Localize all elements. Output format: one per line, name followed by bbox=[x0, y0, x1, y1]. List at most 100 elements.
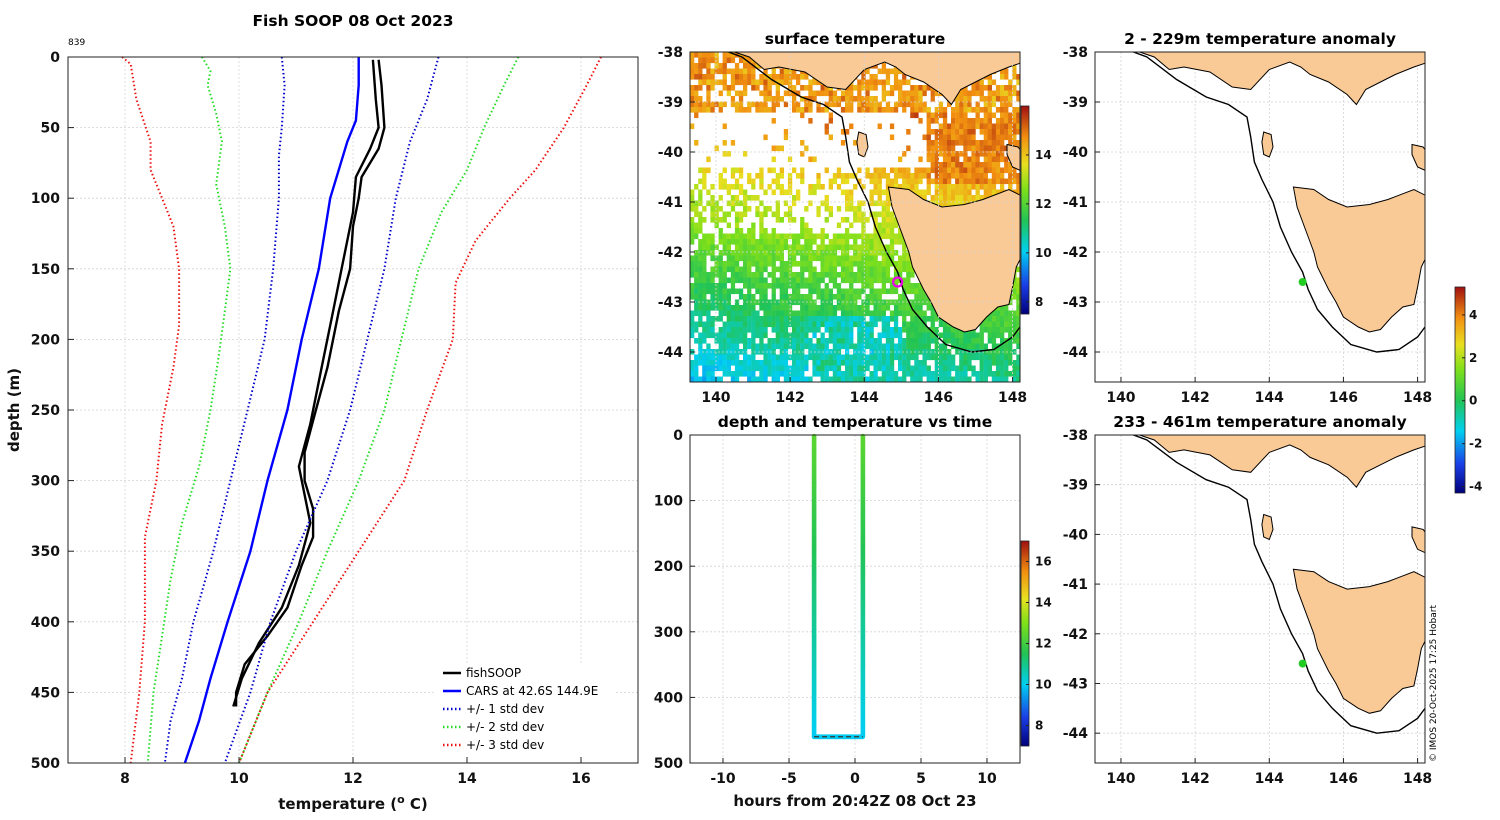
map-lon-tick: 140 bbox=[1106, 390, 1135, 406]
profile-legend: fishSOOP CARS at 42.6S 144.9E +/- 1 std de… bbox=[436, 664, 616, 756]
profile-series-line bbox=[234, 59, 386, 707]
map-lat-tick: -41 bbox=[1063, 195, 1088, 211]
depth-time-colorbar-tick: 10 bbox=[1035, 678, 1052, 692]
island-land bbox=[1411, 526, 1425, 554]
profile-y-tick: 0 bbox=[50, 50, 60, 66]
profile-title: Fish SOOP 08 Oct 2023 bbox=[252, 12, 453, 30]
map-lon-tick: 146 bbox=[1329, 390, 1358, 406]
depth-time-x-tick: 0 bbox=[850, 771, 860, 787]
anomaly-colorbar-tick: 0 bbox=[1469, 394, 1477, 408]
depth-time-y-tick: 400 bbox=[654, 690, 683, 706]
map-lat-tick: -40 bbox=[1063, 527, 1089, 543]
map-lon-tick: 140 bbox=[701, 390, 730, 406]
shelf-contour bbox=[1131, 52, 1425, 353]
island-land bbox=[1261, 131, 1274, 158]
profile-series-line bbox=[121, 56, 181, 764]
map-lon-tick: 142 bbox=[775, 390, 804, 406]
profile-x-tick: 14 bbox=[457, 771, 477, 787]
map-lon-tick: 146 bbox=[924, 390, 953, 406]
map-lat-tick: -41 bbox=[1063, 577, 1088, 593]
map-lat-tick: -43 bbox=[658, 295, 683, 311]
anomaly-colorbar-tick: 4 bbox=[1469, 308, 1477, 322]
depth-time-x-tick: -5 bbox=[781, 771, 797, 787]
depth-time-title: depth and temperature vs time bbox=[718, 413, 992, 431]
tasmania-land bbox=[1292, 568, 1425, 714]
map-lat-tick: -43 bbox=[1063, 676, 1088, 692]
map-lat-tick: -44 bbox=[658, 345, 684, 361]
map-lat-tick: -41 bbox=[658, 195, 683, 211]
map-lon-tick: 148 bbox=[1403, 390, 1432, 406]
profile-y-tick: 100 bbox=[31, 191, 60, 207]
profile-corner-label: 839 bbox=[68, 38, 85, 48]
profile-x-tick: 12 bbox=[343, 771, 362, 787]
sst-colorbar-tick: 12 bbox=[1035, 197, 1052, 211]
island-land bbox=[1261, 513, 1274, 541]
anomaly-colorbar bbox=[1454, 286, 1466, 494]
mainland-land bbox=[1095, 52, 1425, 106]
legend-label: +/- 2 std dev bbox=[466, 720, 544, 734]
anomaly-deep-plot-area bbox=[1094, 434, 1426, 764]
island-land bbox=[856, 131, 869, 158]
sst-colorbar-tick: 10 bbox=[1035, 246, 1052, 260]
map-lat-tick: -39 bbox=[658, 95, 683, 111]
map-lat-tick: -44 bbox=[1063, 726, 1089, 742]
legend-label: +/- 1 std dev bbox=[466, 702, 544, 716]
station-marker bbox=[892, 276, 904, 288]
map-lon-tick: 144 bbox=[1255, 390, 1284, 406]
station-marker bbox=[1298, 278, 1307, 286]
map-lat-tick: -38 bbox=[1063, 45, 1088, 61]
map-lat-tick: -42 bbox=[1063, 245, 1088, 261]
depth-time-x-tick: -10 bbox=[710, 771, 736, 787]
profile-series-line bbox=[146, 56, 232, 764]
map-lat-tick: -40 bbox=[658, 145, 684, 161]
profile-series-line bbox=[223, 56, 440, 764]
profile-series-line bbox=[238, 56, 602, 764]
profile-series-line bbox=[238, 56, 520, 764]
depth-time-y-tick: 0 bbox=[673, 428, 683, 444]
profile-y-tick: 200 bbox=[31, 332, 60, 348]
map-lon-tick: 148 bbox=[1403, 771, 1432, 787]
depth-time-colorbar-tick: 14 bbox=[1035, 596, 1052, 610]
map-lat-tick: -42 bbox=[658, 245, 683, 261]
shelf-contour bbox=[1131, 435, 1425, 734]
imos-credit: © IMOS 20-Oct-2025 17:25 Hobart bbox=[1429, 605, 1439, 762]
island-land bbox=[1411, 143, 1425, 171]
legend-label: CARS at 42.6S 144.9E bbox=[466, 684, 598, 698]
depth-time-y-tick: 300 bbox=[654, 625, 683, 641]
profile-x-tick: 10 bbox=[229, 771, 249, 787]
sst-title: surface temperature bbox=[765, 30, 946, 48]
profile-chart: Fish SOOP 08 Oct 2023 839 8 10 12 14 16 0 50 10… bbox=[5, 12, 639, 813]
map-lon-tick: 140 bbox=[1106, 771, 1135, 787]
map-lon-tick: 142 bbox=[1180, 771, 1209, 787]
profile-y-tick: 450 bbox=[31, 685, 60, 701]
profile-y-tick: 300 bbox=[31, 474, 60, 490]
sst-plot-area bbox=[689, 51, 1021, 383]
depth-time-x-axis-label: hours from 20:42Z 08 Oct 23 bbox=[733, 792, 976, 810]
profile-x-tick: 16 bbox=[571, 771, 590, 787]
map-lat-tick: -38 bbox=[1063, 428, 1088, 444]
depth-time-y-tick: 500 bbox=[654, 756, 683, 772]
profile-x-tick: 8 bbox=[120, 771, 130, 787]
profile-y-tick: 350 bbox=[31, 544, 60, 560]
map-lon-tick: 148 bbox=[998, 390, 1027, 406]
depth-time-chart: depth and temperature vs time -10 -5 0 5 100… bbox=[654, 413, 1052, 810]
mainland-land bbox=[690, 52, 1020, 106]
station-marker bbox=[1298, 659, 1307, 668]
anomaly-shallow-title: 2 - 229m temperature anomaly bbox=[1124, 30, 1396, 48]
map-lat-tick: -39 bbox=[1063, 478, 1088, 494]
map-lon-tick: 144 bbox=[1255, 771, 1284, 787]
island-land bbox=[1006, 143, 1020, 171]
anomaly-shallow-plot-area bbox=[1094, 51, 1426, 383]
anomaly-colorbar-tick: -4 bbox=[1469, 480, 1482, 494]
anomaly-map-shallow: 2 - 229m temperature anomaly 140 142 144 14… bbox=[1063, 30, 1432, 406]
map-lat-tick: -40 bbox=[1063, 145, 1089, 161]
profile-y-tick: 250 bbox=[31, 403, 60, 419]
sst-map: surface temperature 140 142 144 146 148-38-3… bbox=[658, 30, 1052, 406]
map-lon-tick: 142 bbox=[1180, 390, 1209, 406]
depth-time-colorbar-tick: 16 bbox=[1035, 555, 1052, 569]
anomaly-colorbar-tick: -2 bbox=[1469, 437, 1482, 451]
legend-label: fishSOOP bbox=[466, 666, 521, 680]
sst-colorbar-tick: 8 bbox=[1035, 295, 1043, 309]
map-lat-tick: -44 bbox=[1063, 345, 1089, 361]
